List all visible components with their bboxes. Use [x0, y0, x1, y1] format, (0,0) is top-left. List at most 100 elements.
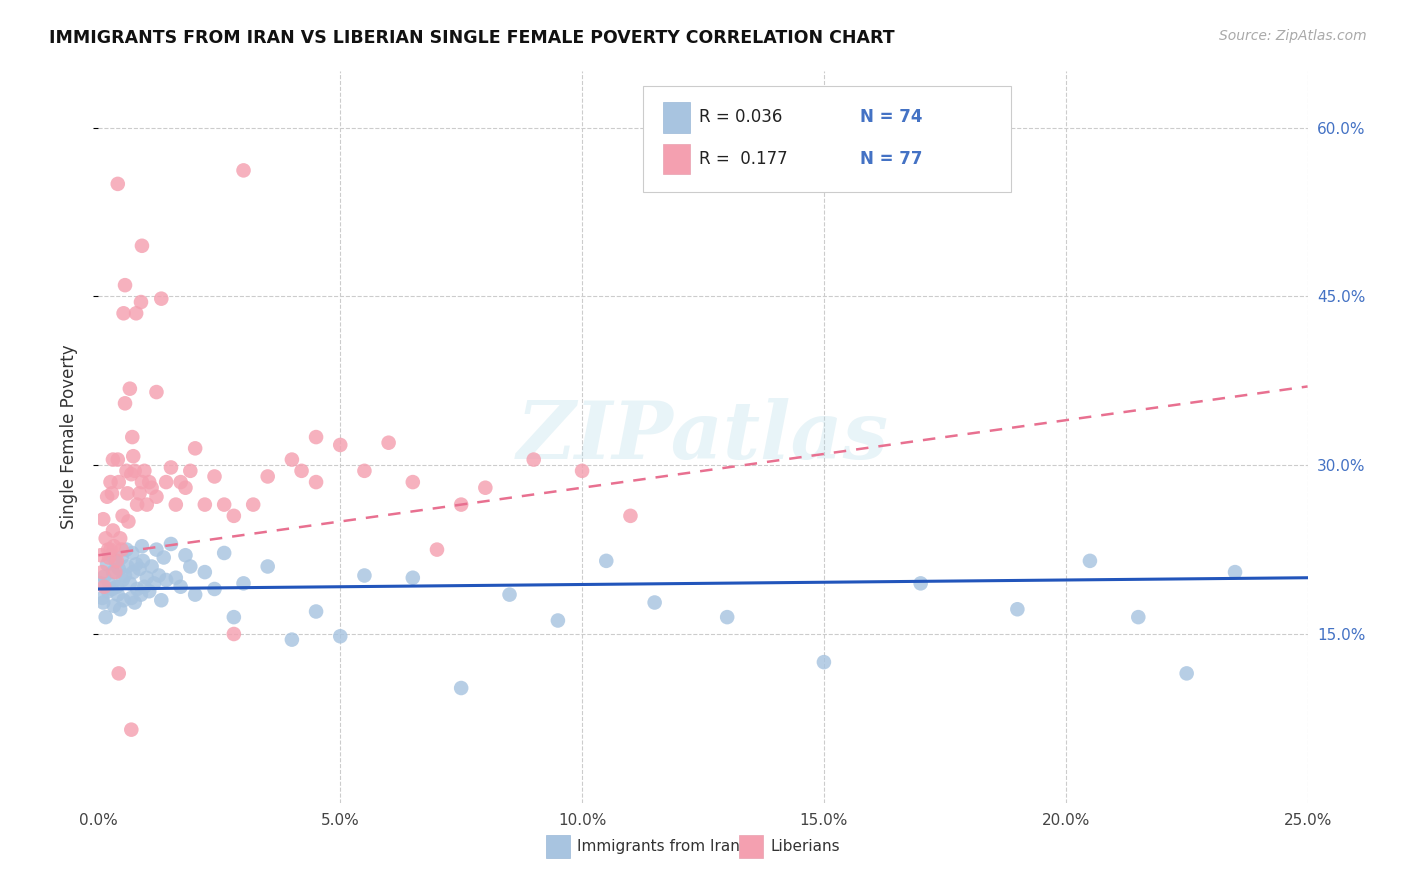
Point	[523, 452, 546, 467]
Text: N = 77: N = 77	[860, 150, 922, 168]
Point	[108, 532, 131, 546]
Point	[117, 515, 139, 529]
Point	[329, 629, 352, 643]
Point	[212, 498, 235, 512]
Point	[135, 571, 157, 585]
Point	[212, 546, 235, 560]
Point	[100, 548, 122, 562]
Point	[1175, 666, 1198, 681]
Point	[377, 435, 399, 450]
Point	[256, 559, 278, 574]
Point	[124, 464, 146, 478]
Point	[107, 666, 129, 681]
Point	[101, 524, 124, 538]
Point	[256, 469, 278, 483]
Text: Liberians: Liberians	[770, 839, 841, 855]
Point	[101, 582, 124, 596]
Point	[103, 599, 125, 613]
Point	[111, 508, 134, 523]
Point	[132, 554, 155, 568]
Point	[222, 610, 245, 624]
Point	[100, 542, 122, 557]
Point	[125, 306, 148, 320]
Point	[813, 655, 835, 669]
Point	[402, 571, 425, 585]
Point	[112, 593, 135, 607]
Point	[152, 550, 174, 565]
FancyBboxPatch shape	[740, 835, 763, 858]
Point	[1223, 565, 1246, 579]
Text: R = 0.036: R = 0.036	[699, 109, 783, 127]
Point	[165, 498, 187, 512]
Text: ZIPatlas: ZIPatlas	[517, 399, 889, 475]
Point	[101, 565, 124, 579]
Point	[232, 163, 254, 178]
Point	[194, 498, 217, 512]
Point	[91, 595, 114, 609]
Point	[101, 486, 124, 500]
Point	[1007, 602, 1029, 616]
Point	[115, 542, 138, 557]
Point	[122, 449, 145, 463]
Y-axis label: Single Female Poverty: Single Female Poverty	[59, 345, 77, 529]
Point	[91, 512, 114, 526]
Point	[155, 573, 177, 587]
Point	[222, 627, 245, 641]
Point	[120, 591, 142, 605]
Point	[131, 475, 153, 489]
Point	[93, 580, 115, 594]
Point	[305, 605, 328, 619]
Point	[96, 558, 118, 572]
Point	[91, 565, 114, 579]
Point	[138, 584, 160, 599]
Point	[169, 580, 191, 594]
Point	[128, 562, 150, 576]
Point	[107, 588, 129, 602]
Point	[121, 546, 143, 560]
Point	[98, 550, 121, 565]
Point	[128, 486, 150, 500]
Point	[127, 582, 149, 596]
Text: R =  0.177: R = 0.177	[699, 150, 787, 168]
Point	[1078, 554, 1101, 568]
Point	[117, 486, 139, 500]
Point	[138, 475, 160, 489]
Point	[305, 430, 328, 444]
Point	[120, 467, 142, 482]
Point	[111, 542, 134, 557]
Point	[179, 464, 201, 478]
Point	[114, 396, 136, 410]
Point	[150, 292, 173, 306]
Point	[353, 464, 375, 478]
FancyBboxPatch shape	[546, 835, 569, 858]
Point	[160, 537, 183, 551]
Point	[97, 542, 120, 557]
Point	[290, 464, 312, 478]
Point	[111, 573, 134, 587]
Point	[145, 385, 167, 400]
Point	[104, 565, 127, 579]
Point	[141, 481, 163, 495]
Point	[222, 508, 245, 523]
Point	[98, 576, 121, 591]
Point	[165, 571, 187, 585]
Point	[174, 548, 197, 562]
Point	[104, 554, 127, 568]
Point	[121, 430, 143, 444]
Point	[160, 460, 183, 475]
Point	[91, 591, 114, 605]
Point	[125, 558, 148, 572]
Point	[134, 464, 156, 478]
Point	[97, 584, 120, 599]
Point	[148, 568, 170, 582]
Point	[90, 548, 112, 562]
Point	[90, 576, 112, 591]
Point	[204, 582, 226, 596]
Point	[194, 565, 217, 579]
Point	[498, 588, 520, 602]
Point	[107, 475, 129, 489]
Point	[450, 498, 472, 512]
Point	[134, 580, 156, 594]
Point	[910, 576, 932, 591]
Point	[107, 177, 129, 191]
